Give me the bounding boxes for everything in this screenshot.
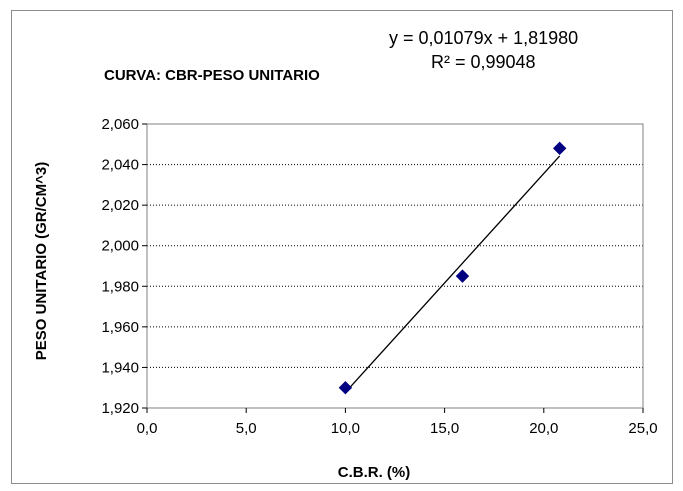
x-tick-label: 25,0: [628, 420, 657, 437]
chart-title: CURVA: CBR-PESO UNITARIO: [104, 67, 320, 84]
trendline-r2: R² = 0,99048: [431, 52, 536, 72]
plot-area: [146, 123, 644, 409]
cbr-chart: CURVA: CBR-PESO UNITARIO y = 0,01079x + …: [33, 28, 658, 481]
trendline-equation: y = 0,01079x + 1,81980: [389, 28, 578, 48]
x-tick-label: 10,0: [331, 420, 360, 437]
chart-frame: CURVA: CBR-PESO UNITARIO y = 0,01079x + …: [11, 10, 673, 484]
data-points: [338, 141, 567, 395]
y-axis-title: PESO UNITARIO (GR/CM^3): [33, 162, 50, 361]
x-tick-label: 5,0: [236, 420, 257, 437]
trendline-layer: [344, 155, 561, 393]
axis-ticks: 1,920 1,940 1,960 1,980 2,000 2,020 2,040 2,060…: [101, 116, 657, 437]
data-point: [455, 269, 470, 283]
y-tick-label: 1,960: [101, 319, 139, 336]
y-tick-label: 2,020: [101, 197, 139, 214]
y-tick-label: 2,040: [101, 157, 139, 174]
x-tick-label: 20,0: [529, 420, 558, 437]
data-point: [552, 141, 567, 156]
y-tick-label: 1,940: [101, 359, 139, 376]
y-tick-label: 1,920: [101, 400, 139, 417]
x-tick-label: 15,0: [430, 420, 459, 437]
trendline: [344, 155, 561, 393]
x-tick-label: 0,0: [137, 420, 158, 437]
y-tick-label: 2,000: [101, 238, 139, 255]
y-tick-label: 2,060: [101, 116, 139, 133]
x-axis-title: C.B.R. (%): [338, 464, 411, 481]
data-point: [338, 381, 353, 395]
y-tick-label: 1,980: [101, 278, 139, 295]
